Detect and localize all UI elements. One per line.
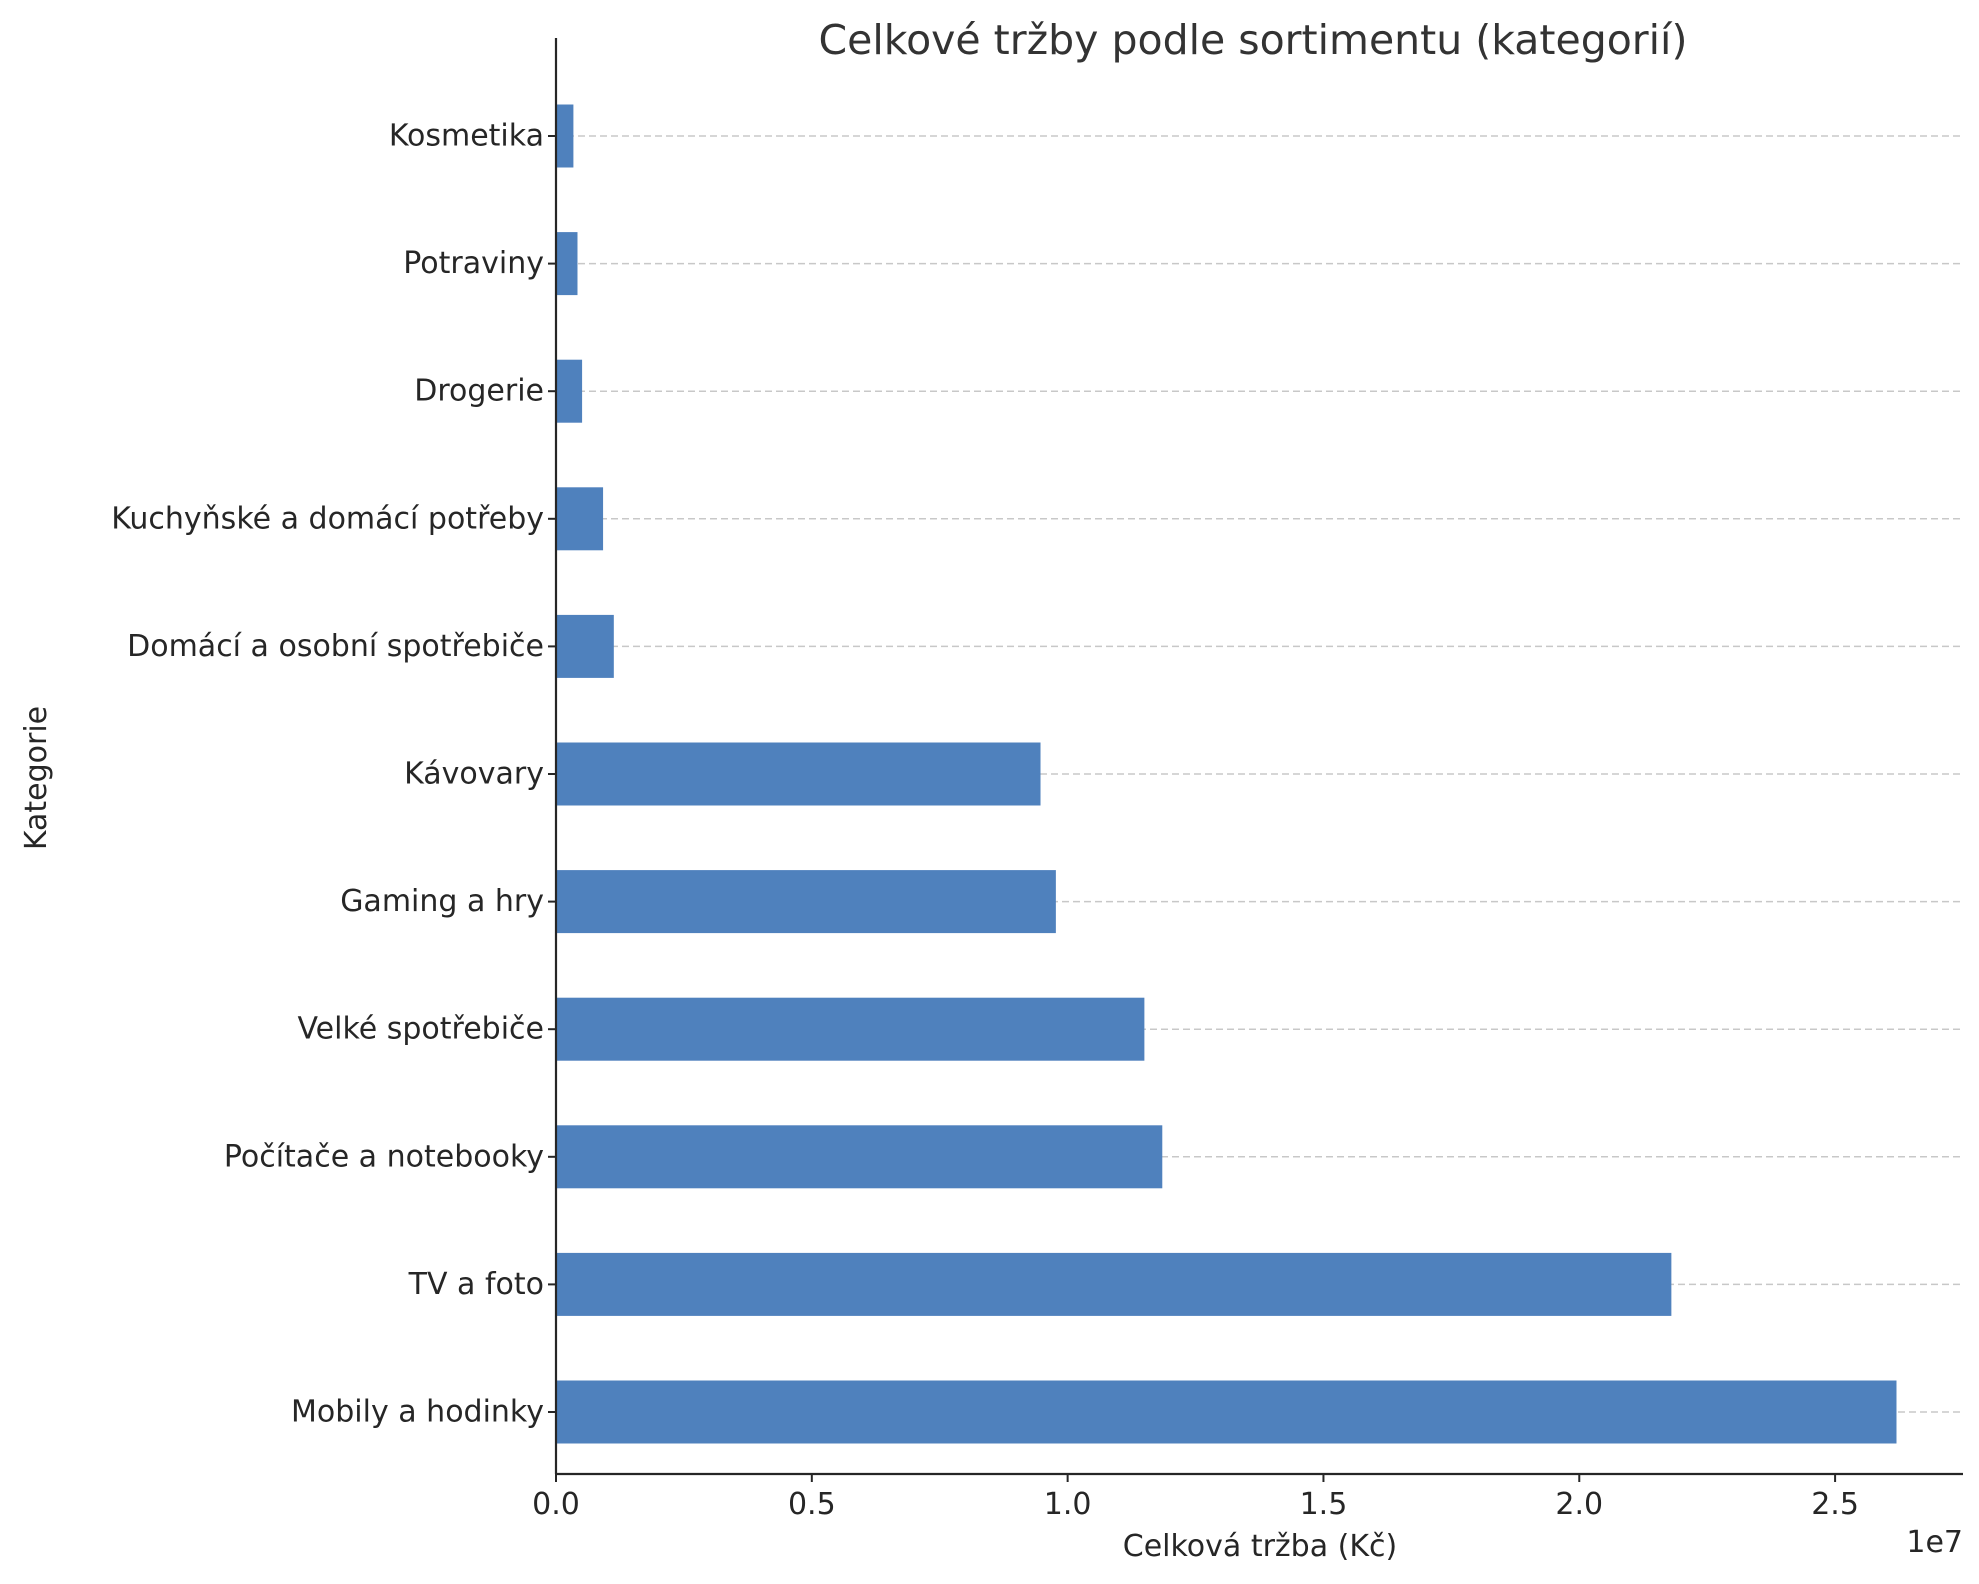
- chart-title: Celkové tržby podle sortimentu (kategori…: [819, 16, 1688, 64]
- bar-5: [556, 742, 1041, 806]
- y-tick-label: Domácí a osobní spotřebiče: [127, 629, 544, 664]
- y-tick-label: TV a foto: [408, 1267, 544, 1302]
- bar-1: [556, 1252, 1672, 1316]
- bar-2: [556, 1125, 1163, 1189]
- bar-6: [556, 614, 614, 678]
- y-axis-label: Kategorie: [19, 706, 54, 850]
- x-tick-label: 0.5: [788, 1487, 836, 1522]
- x-axis-offset-label: 1e7: [1906, 1525, 1963, 1560]
- y-tick-label: Počítače a notebooky: [224, 1139, 544, 1174]
- bar-3: [556, 997, 1145, 1061]
- bar-10: [556, 104, 574, 168]
- y-tick-label: Mobily a hodinky: [291, 1395, 544, 1430]
- x-tick-labels: 0.0 0.5 1.0 1.5 2.0 2.5: [532, 1474, 1859, 1522]
- y-tick-label: Drogerie: [414, 374, 544, 409]
- y-tick-label: Gaming a hry: [340, 884, 544, 919]
- bar-8: [556, 359, 583, 423]
- x-axis-label: Celková tržba (Kč): [1123, 1529, 1397, 1564]
- bar-0: [556, 1380, 1897, 1444]
- y-tick-label: Kávovary: [404, 757, 544, 792]
- y-tick-label: Potraviny: [403, 246, 544, 281]
- x-tick-label: 1.5: [1300, 1487, 1348, 1522]
- bars: [556, 104, 1897, 1444]
- bar-7: [556, 487, 604, 551]
- x-tick-label: 2.0: [1555, 1487, 1603, 1522]
- y-tick-labels: Mobily a hodinky TV a foto Počítače a note…: [111, 119, 556, 1430]
- x-tick-label: 2.5: [1811, 1487, 1859, 1522]
- x-tick-label: 1.0: [1044, 1487, 1092, 1522]
- bar-9: [556, 232, 578, 296]
- bar-4: [556, 870, 1056, 934]
- x-tick-label: 0.0: [532, 1487, 580, 1522]
- y-tick-label: Kuchyňské a domácí potřeby: [111, 501, 544, 536]
- y-tick-label: Velké spotřebiče: [297, 1012, 544, 1047]
- y-tick-label: Kosmetika: [389, 119, 544, 154]
- axes: [554, 38, 1963, 1476]
